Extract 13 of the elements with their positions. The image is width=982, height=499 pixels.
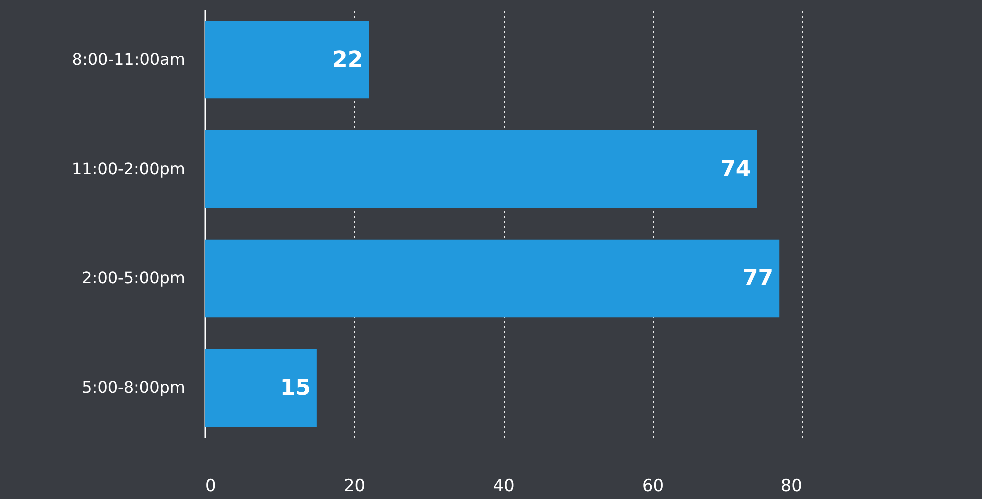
x-tick-label: 0: [206, 476, 216, 496]
y-tick-label: 2:00-5:00pm: [82, 268, 186, 288]
y-tick-label: 11:00-2:00pm: [72, 159, 186, 178]
x-tick-label: 60: [642, 476, 664, 496]
x-tick-label: 80: [780, 476, 802, 496]
y-tick-label: 8:00-11:00am: [72, 50, 186, 69]
x-tick-label: 40: [493, 476, 515, 496]
data-label: 74: [720, 157, 752, 182]
data-label: 77: [742, 266, 774, 292]
data-label: 22: [332, 48, 364, 73]
y-tick-label: 5:00-8:00pm: [82, 378, 186, 398]
data-label: 15: [280, 376, 311, 402]
x-tick-label: 20: [344, 476, 366, 496]
